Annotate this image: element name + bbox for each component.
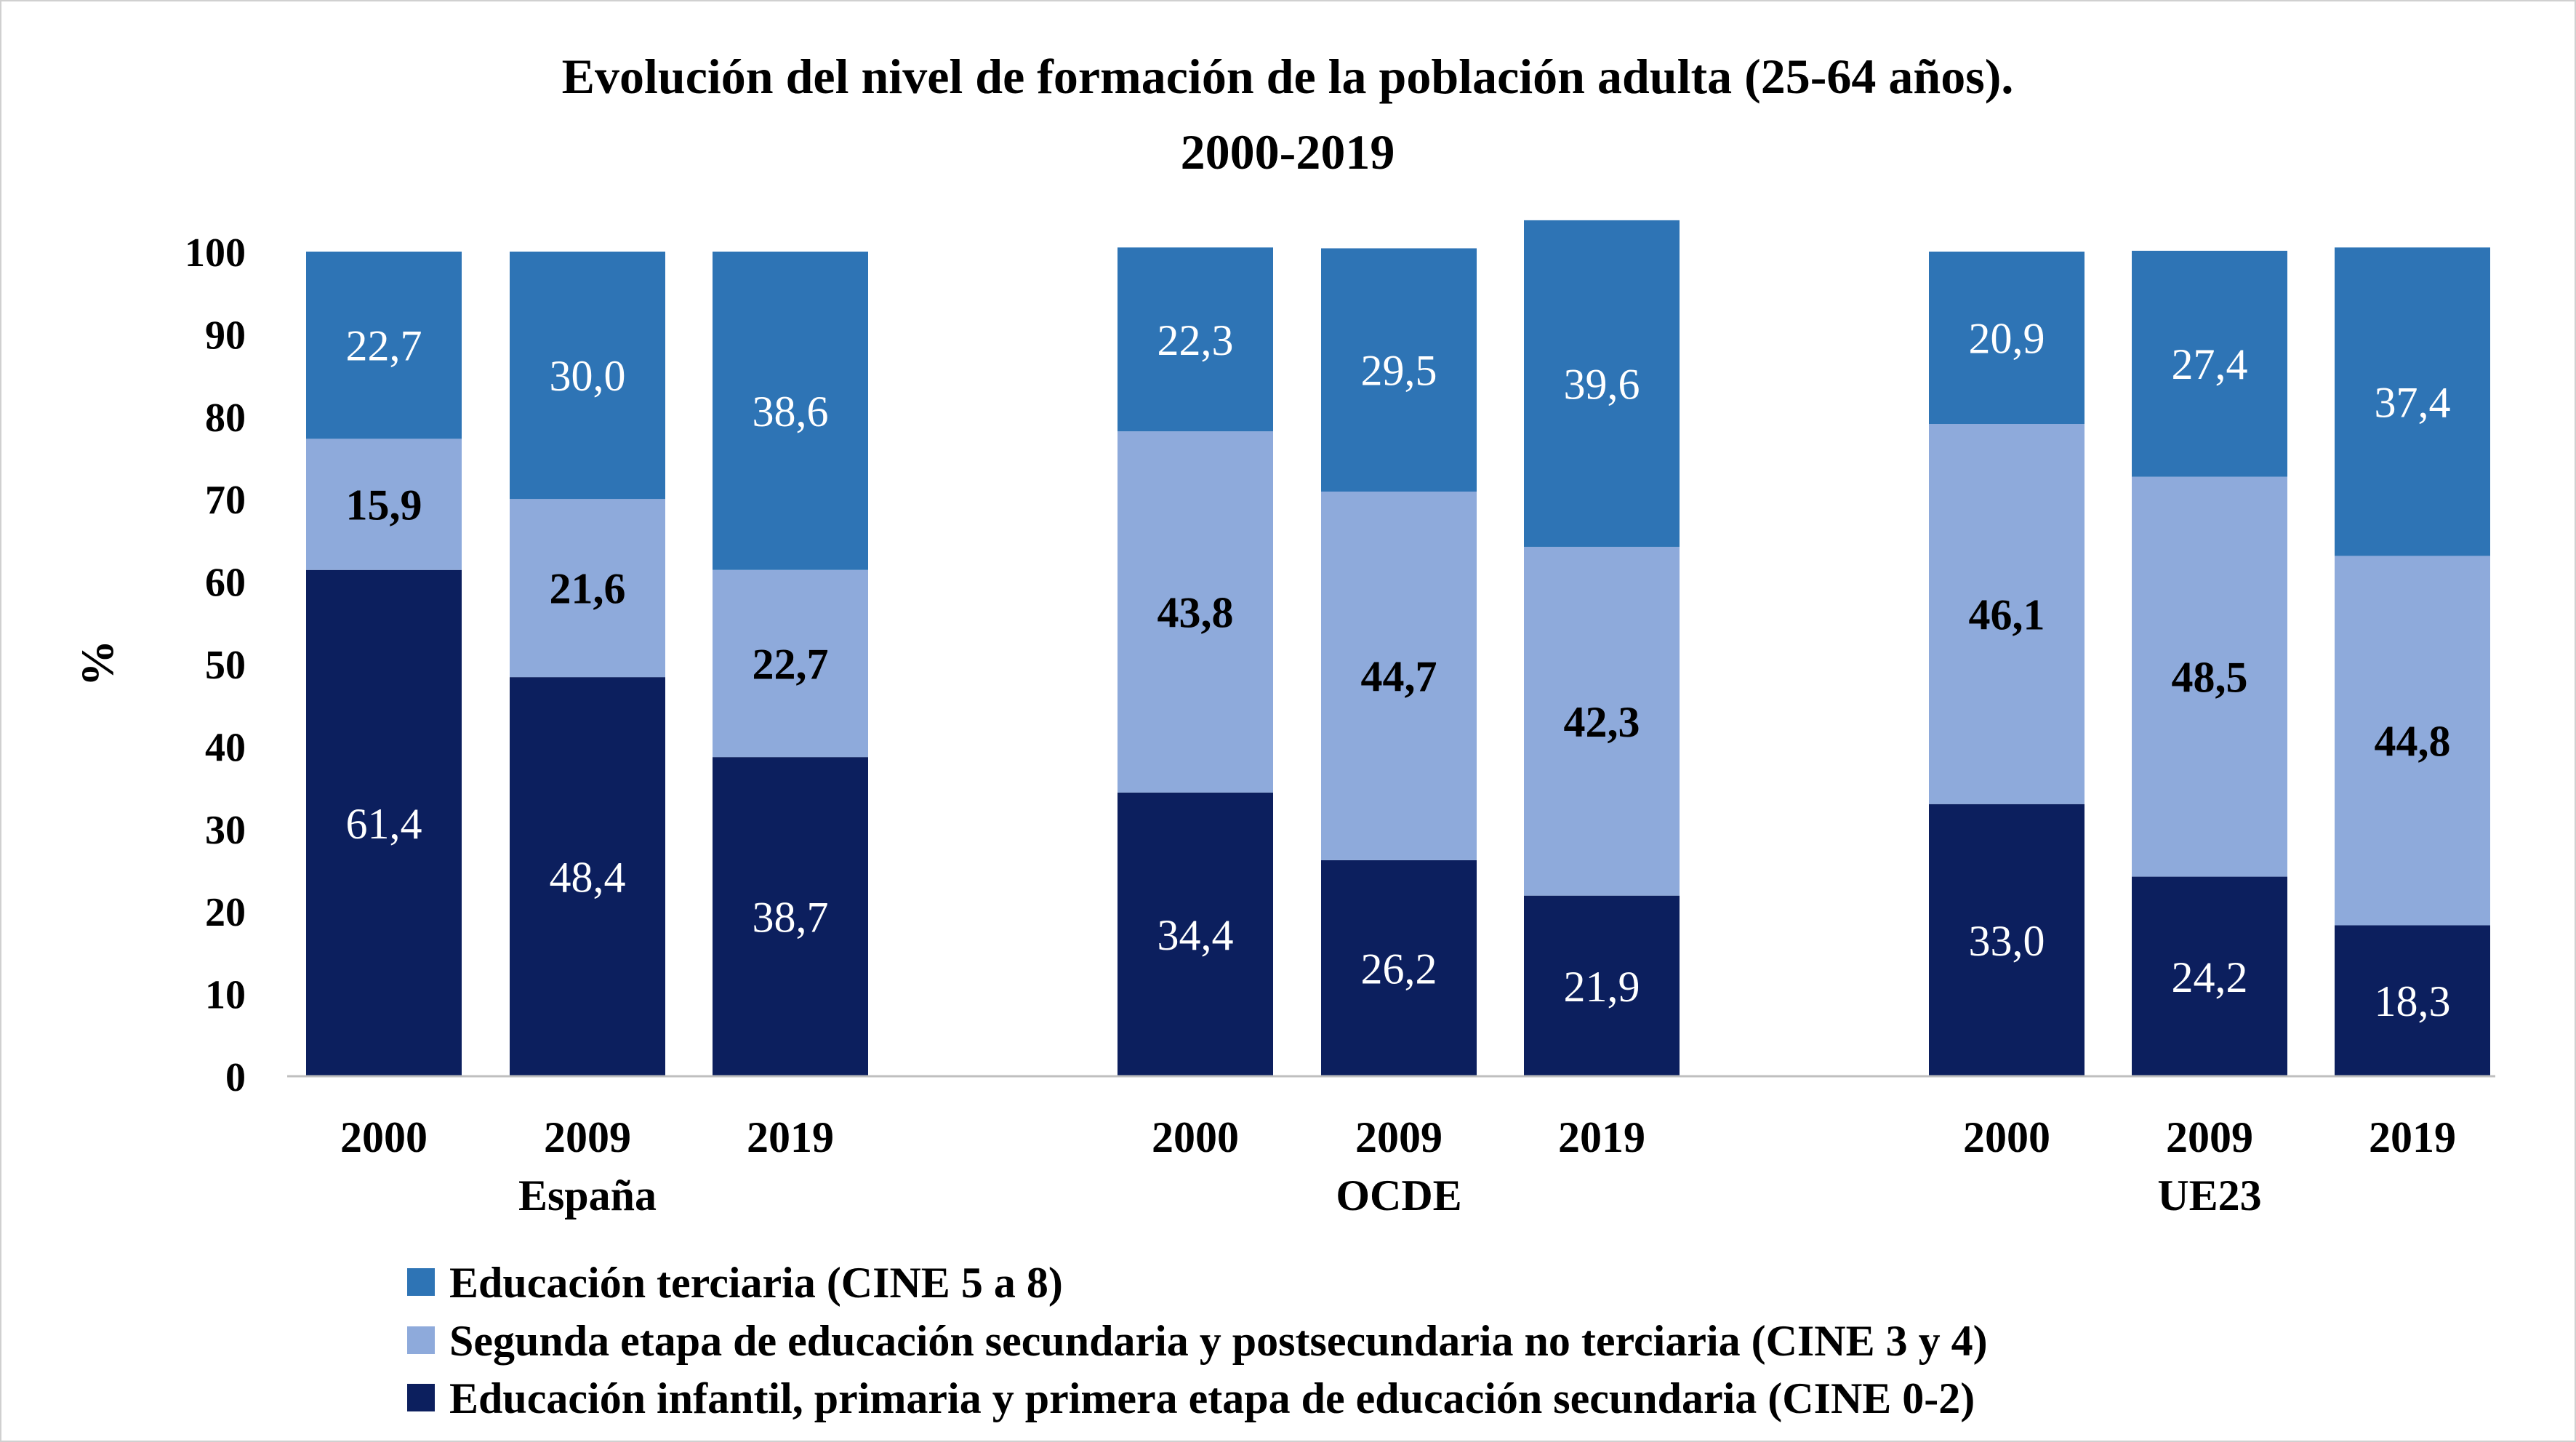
x-tick-label: 2000	[340, 1113, 428, 1161]
data-label: 20,9	[1969, 315, 2045, 363]
data-label: 15,9	[346, 481, 422, 529]
bar-segment	[2132, 250, 2287, 477]
data-label: 21,6	[550, 565, 626, 613]
bar-segment	[1524, 220, 1680, 547]
bar-segment	[1321, 491, 1477, 860]
y-tick-label: 50	[205, 643, 246, 688]
data-label: 22,3	[1157, 316, 1234, 364]
data-label: 44,7	[1361, 652, 1437, 700]
y-tick-label: 40	[205, 725, 246, 770]
plot-area: 0 10 20 30 40 50 60 70 80 90 100 61,4 15,9 22,7 48,4 21…	[185, 220, 2495, 1219]
y-tick-label: 10	[205, 973, 246, 1018]
group-label: UE23	[2157, 1171, 2261, 1219]
bar-segment	[306, 569, 462, 1076]
data-label: 38,7	[753, 894, 829, 942]
bar-segment	[1929, 424, 2085, 804]
bar-segment	[306, 252, 462, 439]
data-label: 33,0	[1969, 917, 2045, 965]
x-tick-label: 2000	[1152, 1113, 1239, 1161]
legend-label: Educación infantil, primaria y primera e…	[449, 1374, 1975, 1422]
legend-swatch	[407, 1384, 435, 1411]
bar-segment	[1118, 431, 1273, 793]
data-label: 44,8	[2375, 717, 2451, 765]
bar-segment	[1929, 252, 2085, 425]
bar-segment	[1524, 895, 1680, 1076]
bar-segment	[510, 252, 665, 500]
data-label: 26,2	[1361, 945, 1437, 993]
data-label: 22,7	[346, 322, 422, 370]
bar-segment	[713, 569, 868, 758]
bar-segment	[2132, 876, 2287, 1076]
bar-segment	[2335, 925, 2490, 1076]
data-label: 22,7	[753, 640, 829, 688]
chart-title-line-1: Evolución del nivel de formación de la p…	[562, 49, 2014, 104]
y-tick-label: 30	[205, 808, 246, 853]
bar-segment	[510, 499, 665, 678]
x-tick-label: 2009	[544, 1113, 631, 1161]
x-tick-label: 2019	[747, 1113, 834, 1161]
data-label: 18,3	[2375, 977, 2451, 1025]
data-label: 42,3	[1564, 698, 1640, 746]
bar-segment	[1321, 860, 1477, 1076]
data-label: 39,6	[1564, 360, 1640, 408]
bar-segment	[713, 757, 868, 1076]
bar-segment	[2335, 556, 2490, 926]
y-tick-label: 70	[205, 478, 246, 523]
data-label: 61,4	[346, 800, 422, 848]
data-label: 27,4	[2172, 340, 2248, 388]
chart-title-line-2: 2000-2019	[1181, 124, 1395, 180]
data-label: 37,4	[2375, 378, 2451, 426]
bar-segment	[1118, 247, 1273, 432]
group-label: España	[518, 1171, 657, 1219]
legend: Educación terciaria (CINE 5 a 8) Segunda …	[407, 1259, 1988, 1422]
bar-segment	[510, 677, 665, 1076]
data-label: 38,6	[753, 388, 829, 436]
y-tick-label: 0	[225, 1055, 246, 1100]
y-tick-label: 80	[205, 396, 246, 441]
y-tick-label: 60	[205, 561, 246, 606]
legend-label: Segunda etapa de educación secundaria y …	[449, 1317, 1988, 1365]
data-label: 30,0	[550, 352, 626, 400]
data-label: 43,8	[1157, 589, 1234, 637]
data-label: 34,4	[1157, 911, 1234, 959]
data-label: 48,5	[2172, 654, 2248, 702]
x-tick-label: 2009	[2166, 1113, 2253, 1161]
legend-swatch	[407, 1326, 435, 1354]
x-tick-label: 2019	[1558, 1113, 1645, 1161]
data-label: 46,1	[1969, 590, 2045, 638]
bar-segment	[1118, 792, 1273, 1076]
x-tick-label: 2009	[1355, 1113, 1443, 1161]
bar-segment	[713, 252, 868, 570]
group-label: OCDE	[1336, 1171, 1461, 1219]
y-tick-label: 90	[205, 313, 246, 358]
x-tick-label: 2019	[2369, 1113, 2456, 1161]
y-tick-label: 100	[185, 231, 246, 276]
x-tick-label: 2000	[1963, 1113, 2050, 1161]
data-label: 29,5	[1361, 347, 1437, 395]
y-tick-label: 20	[205, 890, 246, 935]
bar-segment	[1321, 248, 1477, 492]
bar-segment	[306, 438, 462, 570]
bar-segment	[1524, 546, 1680, 896]
y-axis-label: %	[71, 640, 123, 686]
data-label: 48,4	[550, 854, 626, 902]
data-label: 24,2	[2172, 953, 2248, 1001]
legend-label: Educación terciaria (CINE 5 a 8)	[449, 1259, 1063, 1307]
bar-segment	[2335, 247, 2490, 556]
bar-segment	[2132, 476, 2287, 877]
data-label: 21,9	[1564, 963, 1640, 1011]
bar-segment	[1929, 804, 2085, 1076]
legend-swatch	[407, 1268, 435, 1296]
